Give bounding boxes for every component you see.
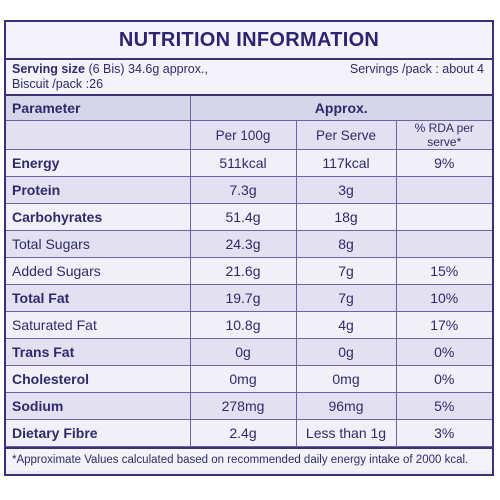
- table-row: Added Sugars 21.6g 7g 15%: [6, 257, 492, 285]
- serving-info: Serving size (6 Bis) 34.6g approx., Bisc…: [6, 60, 492, 96]
- nutrient-name: Carbohyrates: [6, 203, 191, 231]
- value-perserve: 117kcal: [295, 149, 397, 177]
- value-rda: 3%: [395, 419, 492, 447]
- table-row: Total Sugars 24.3g 8g: [6, 230, 492, 258]
- value-per100g: 511kcal: [189, 149, 297, 177]
- nutrient-name: Sodium: [6, 392, 191, 420]
- subheader-per100g: Per 100g: [189, 120, 297, 150]
- nutrient-name: Total Fat: [6, 284, 191, 312]
- value-per100g: 24.3g: [189, 230, 297, 258]
- value-rda: 0%: [395, 365, 492, 393]
- value-per100g: 7.3g: [189, 176, 297, 204]
- value-rda: 15%: [395, 257, 492, 285]
- serving-size-value: (6 Bis) 34.6g approx.,: [88, 62, 208, 76]
- value-rda: 0%: [395, 338, 492, 366]
- nutrient-name: Cholesterol: [6, 365, 191, 393]
- value-rda: [395, 176, 492, 204]
- value-rda: [395, 230, 492, 258]
- table-row: Total Fat 19.7g 7g 10%: [6, 284, 492, 312]
- nutrient-name: Total Sugars: [6, 230, 191, 258]
- table-subheader-row: Per 100g Per Serve % RDA per serve*: [6, 120, 492, 150]
- value-rda: 9%: [395, 149, 492, 177]
- table-row: Protein 7.3g 3g: [6, 176, 492, 204]
- serving-size-label: Serving size: [12, 62, 85, 76]
- value-rda: 17%: [395, 311, 492, 339]
- value-perserve: 96mg: [295, 392, 397, 420]
- value-per100g: 0mg: [189, 365, 297, 393]
- subheader-perserve: Per Serve: [295, 120, 397, 150]
- value-perserve: 3g: [295, 176, 397, 204]
- table-row: Energy 511kcal 117kcal 9%: [6, 149, 492, 177]
- table-row: Dietary Fibre 2.4g Less than 1g 3%: [6, 419, 492, 447]
- table-row: Cholesterol 0mg 0mg 0%: [6, 365, 492, 393]
- footnote: *Approximate Values calculated based on …: [6, 447, 492, 471]
- value-rda: [395, 203, 492, 231]
- table-row: Carbohyrates 51.4g 18g: [6, 203, 492, 231]
- nutrient-name: Protein: [6, 176, 191, 204]
- nutrient-name: Trans Fat: [6, 338, 191, 366]
- servings-per-pack: Servings /pack : about 4: [349, 62, 484, 76]
- value-perserve: 0mg: [295, 365, 397, 393]
- table-row: Trans Fat 0g 0g 0%: [6, 338, 492, 366]
- value-rda: 5%: [395, 392, 492, 420]
- subheader-blank: [6, 120, 191, 150]
- table-header-row: Parameter Approx.: [6, 96, 492, 121]
- table-row: Saturated Fat 10.8g 4g 17%: [6, 311, 492, 339]
- value-per100g: 19.7g: [189, 284, 297, 312]
- value-perserve: 7g: [295, 257, 397, 285]
- header-approx: Approx.: [189, 96, 492, 121]
- subheader-rda: % RDA per serve*: [395, 120, 492, 150]
- panel-title: NUTRITION INFORMATION: [6, 22, 492, 60]
- nutrient-name: Added Sugars: [6, 257, 191, 285]
- value-per100g: 10.8g: [189, 311, 297, 339]
- table-row: Sodium 278mg 96mg 5%: [6, 392, 492, 420]
- nutrition-table: Parameter Approx. Per 100g Per Serve % R…: [6, 96, 492, 447]
- value-perserve: Less than 1g: [295, 419, 397, 447]
- value-perserve: 0g: [295, 338, 397, 366]
- value-per100g: 21.6g: [189, 257, 297, 285]
- nutrition-panel: NUTRITION INFORMATION Serving size (6 Bi…: [4, 20, 494, 476]
- biscuit-per-pack: Biscuit /pack :26: [12, 77, 104, 91]
- value-per100g: 2.4g: [189, 419, 297, 447]
- value-per100g: 278mg: [189, 392, 297, 420]
- nutrient-name: Dietary Fibre: [6, 419, 191, 447]
- value-per100g: 51.4g: [189, 203, 297, 231]
- value-perserve: 7g: [295, 284, 397, 312]
- nutrient-name: Energy: [6, 149, 191, 177]
- value-perserve: 18g: [295, 203, 397, 231]
- value-perserve: 4g: [295, 311, 397, 339]
- header-parameter: Parameter: [6, 96, 191, 121]
- nutrient-name: Saturated Fat: [6, 311, 191, 339]
- value-perserve: 8g: [295, 230, 397, 258]
- value-per100g: 0g: [189, 338, 297, 366]
- value-rda: 10%: [395, 284, 492, 312]
